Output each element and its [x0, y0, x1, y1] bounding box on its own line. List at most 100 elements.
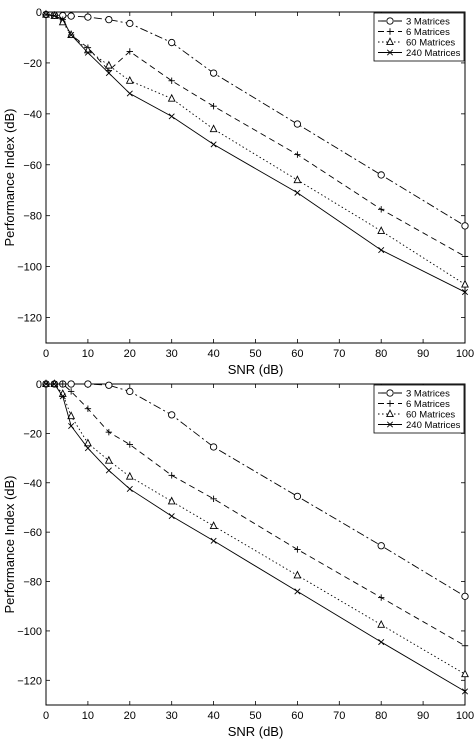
- series-line-240-matrices: [45, 14, 466, 293]
- data-point-240-matrices: [461, 289, 469, 296]
- data-point-240-matrices: [294, 588, 301, 595]
- data-point-240-matrices: [210, 141, 217, 148]
- x-tick-label: 100: [456, 710, 474, 722]
- data-point-240-matrices: [378, 638, 385, 646]
- data-point-60-matrices: [209, 124, 218, 133]
- data-point-6-matrices: [67, 388, 75, 395]
- data-point-3-matrices: [84, 380, 92, 388]
- data-point-3-matrices: [84, 13, 92, 21]
- legend-label-6-matrices: 6 Matrices: [406, 399, 450, 410]
- data-point-60-matrices: [461, 669, 469, 678]
- x-tick-label: 90: [417, 710, 429, 722]
- data-point-240-matrices: [84, 445, 91, 452]
- x-tick-label: 10: [82, 710, 94, 722]
- series-6-matrices: [42, 380, 469, 649]
- x-tick-label: 30: [166, 348, 178, 360]
- legend-marker-6-matrices: [386, 400, 394, 407]
- y-tick-label: −20: [23, 58, 42, 70]
- y-tick-label: −100: [17, 626, 42, 638]
- data-point-3-matrices: [126, 387, 134, 396]
- data-point-240-matrices: [168, 113, 175, 120]
- data-point-3-matrices: [461, 592, 469, 601]
- data-point-60-matrices: [83, 438, 92, 447]
- data-point-240-matrices: [51, 380, 58, 388]
- data-point-240-matrices: [461, 688, 469, 695]
- legend-marker-60-matrices: [386, 37, 394, 46]
- y-tick-label: −80: [23, 577, 42, 589]
- x-tick-label: 10: [82, 348, 94, 360]
- x-tick-label: 70: [333, 710, 345, 722]
- x-tick-label: 40: [207, 710, 219, 722]
- data-point-240-matrices: [126, 485, 133, 492]
- data-point-240-matrices: [210, 537, 217, 544]
- data-point-240-matrices: [294, 189, 301, 196]
- data-point-240-matrices: [59, 393, 66, 400]
- legend-label-3-matrices: 3 Matrices: [406, 17, 450, 28]
- data-point-3-matrices: [105, 15, 113, 24]
- x-tick-label: 40: [207, 348, 219, 360]
- series-line-3-matrices: [46, 383, 466, 597]
- x-tick-label: 90: [417, 348, 429, 360]
- legend-marker-240-matrices: [386, 421, 394, 428]
- data-point-240-matrices: [68, 31, 75, 38]
- legend-marker-3-matrices: [386, 389, 394, 397]
- y-tick-label: −120: [17, 313, 42, 325]
- data-point-6-matrices: [461, 253, 469, 260]
- x-tick-label: 100: [456, 348, 474, 360]
- x-tick-label: 20: [124, 348, 136, 360]
- data-point-6-matrices: [59, 380, 66, 388]
- data-point-6-matrices: [210, 103, 217, 110]
- data-point-60-matrices: [167, 496, 176, 505]
- data-point-240-matrices: [51, 12, 58, 19]
- data-point-6-matrices: [461, 642, 469, 649]
- data-point-6-matrices: [126, 441, 133, 448]
- x-tick-label: 30: [166, 710, 178, 722]
- data-point-60-matrices: [293, 570, 302, 579]
- data-point-3-matrices: [105, 381, 113, 389]
- data-point-3-matrices: [377, 171, 385, 179]
- y-tick-label: −120: [17, 675, 42, 687]
- series-line-240-matrices: [46, 383, 466, 692]
- y-tick-label: −60: [23, 527, 42, 539]
- data-point-60-matrices: [209, 521, 218, 530]
- data-point-6-matrices: [294, 546, 301, 553]
- x-tick-label: 80: [375, 348, 387, 360]
- x-tick-label: 0: [43, 348, 49, 360]
- legend-marker-60-matrices: [386, 409, 394, 418]
- data-point-6-matrices: [210, 495, 217, 503]
- data-point-60-matrices: [125, 75, 134, 84]
- y-axis-label: Performance Index (dB): [2, 108, 17, 246]
- legend-marker-240-matrices: [386, 49, 394, 56]
- y-tick-label: 0: [36, 379, 42, 391]
- data-point-6-matrices: [378, 594, 385, 601]
- data-point-240-matrices: [126, 90, 133, 97]
- x-tick-label: 50: [249, 348, 261, 360]
- data-point-3-matrices: [461, 222, 469, 230]
- data-point-3-matrices: [126, 19, 134, 28]
- data-point-6-matrices: [168, 472, 175, 479]
- chart-bottom: 0 10 20 30 40 50 60 70 80 90 100 0 −20 −40 −60 −80 −100 −…: [2, 379, 474, 739]
- y-tick-label: −40: [23, 109, 42, 121]
- y-tick-label: −100: [17, 262, 42, 274]
- data-point-240-matrices: [59, 16, 66, 23]
- legend-label-60-matrices: 60 Matrices: [406, 38, 455, 49]
- data-point-6-matrices: [84, 405, 92, 412]
- data-point-3-matrices: [209, 443, 218, 451]
- x-tick-label: 50: [249, 710, 261, 722]
- data-point-3-matrices: [168, 38, 176, 47]
- data-point-240-matrices: [42, 11, 50, 18]
- series-line-60-matrices: [46, 383, 466, 675]
- data-point-240-matrices: [378, 247, 385, 254]
- data-point-6-matrices: [105, 428, 113, 436]
- data-point-240-matrices: [105, 467, 112, 474]
- data-point-60-matrices: [293, 175, 302, 184]
- data-point-3-matrices: [377, 542, 385, 550]
- y-tick-label: −40: [23, 478, 42, 490]
- data-point-3-matrices: [168, 411, 176, 419]
- x-tick-label: 60: [291, 710, 303, 722]
- x-axis-label: SNR (dB): [228, 362, 284, 377]
- legend-label-60-matrices: 60 Matrices: [406, 410, 455, 421]
- data-point-6-matrices: [126, 48, 133, 55]
- series-240-matrices: [42, 380, 469, 695]
